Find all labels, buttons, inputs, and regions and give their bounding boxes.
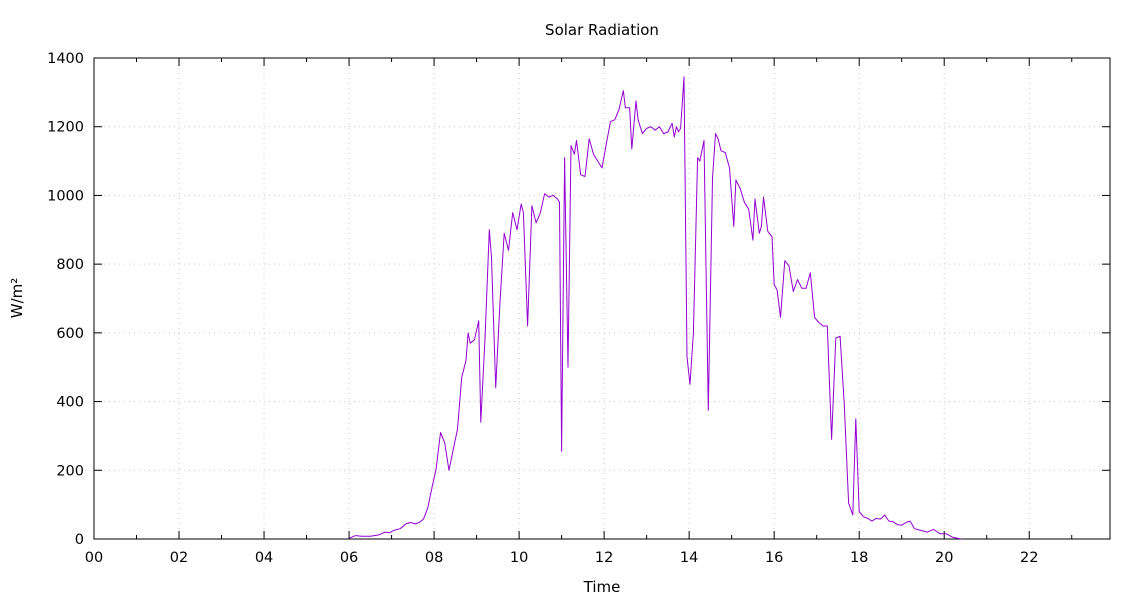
x-tick-label: 08 <box>425 550 443 566</box>
x-tick-label: 18 <box>850 550 868 566</box>
x-tick-label: 06 <box>340 550 358 566</box>
y-tick-label: 1000 <box>47 188 84 204</box>
grid-lines <box>94 58 1110 539</box>
x-tick-label: 12 <box>595 550 613 566</box>
y-tick-label: 800 <box>56 257 84 273</box>
y-tick-label: 600 <box>56 326 84 342</box>
y-tick-label: 200 <box>56 463 84 479</box>
x-tick-label: 22 <box>1020 550 1038 566</box>
series-line <box>348 76 962 540</box>
y-axis-tick-labels: 0 200 400 600 800 1000 1200 1400 <box>47 51 84 548</box>
axis-ticks <box>93 57 1110 540</box>
x-tick-label: 02 <box>170 550 188 566</box>
x-tick-label: 04 <box>255 550 273 566</box>
x-tick-label: 10 <box>510 550 528 566</box>
y-tick-label: 0 <box>75 532 84 548</box>
series-layer <box>348 76 962 540</box>
y-axis-label: W/m² <box>8 278 26 319</box>
x-tick-label: 00 <box>85 550 103 566</box>
y-tick-label: 400 <box>56 395 84 411</box>
x-tick-label: 14 <box>680 550 698 566</box>
x-tick-label: 20 <box>935 550 953 566</box>
x-tick-label: 16 <box>765 550 783 566</box>
x-axis-tick-labels: 00 02 04 06 08 10 12 14 16 18 20 22 <box>85 550 1039 566</box>
plot-frame <box>93 57 1111 540</box>
y-tick-label: 1400 <box>47 51 84 67</box>
x-axis-label: Time <box>583 578 621 596</box>
y-tick-label: 1200 <box>47 120 84 136</box>
chart-title: Solar Radiation <box>545 21 659 39</box>
